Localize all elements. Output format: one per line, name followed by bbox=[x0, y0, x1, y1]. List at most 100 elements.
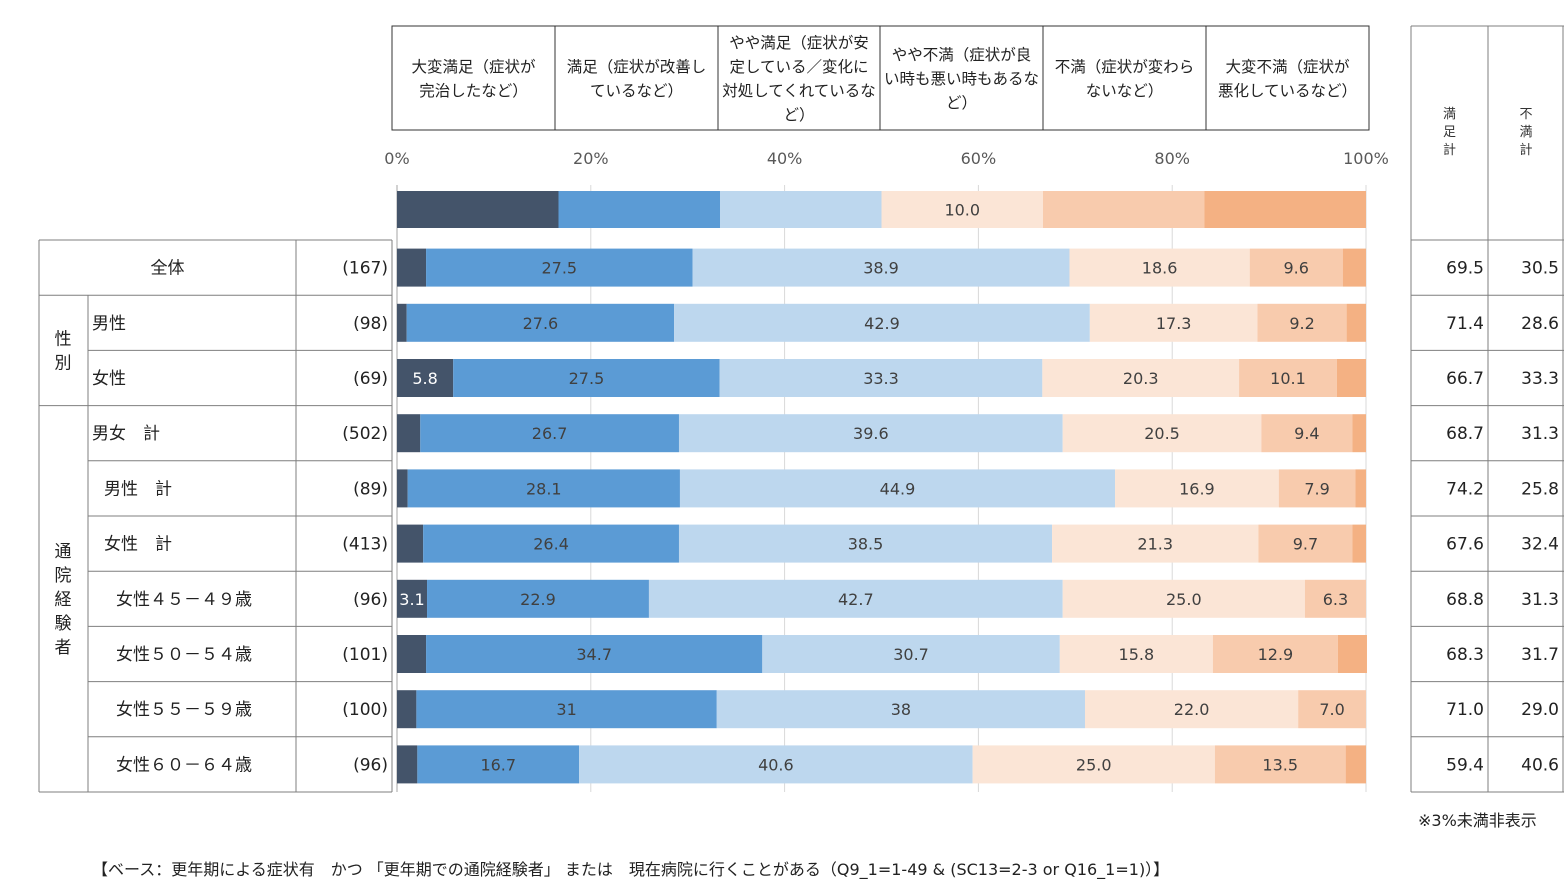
row-n: (98) bbox=[353, 314, 388, 334]
row-n: (502) bbox=[342, 424, 388, 444]
bar-data-label: 22.9 bbox=[520, 590, 556, 609]
threshold-note: ※3%未満非表示 bbox=[1418, 811, 1537, 830]
satisfied-total: 66.7 bbox=[1446, 369, 1484, 389]
legend-label-line: 不満（症状が変わら bbox=[1055, 58, 1195, 76]
row-n: (413) bbox=[342, 535, 388, 555]
bar-segment-1 bbox=[397, 414, 421, 453]
bar-data-label: 10.1 bbox=[1270, 369, 1306, 388]
legend-swatch-2 bbox=[558, 191, 720, 228]
bar-segment-6 bbox=[1355, 469, 1366, 508]
legend-label-line: 完治したなど） bbox=[419, 82, 528, 100]
legend-label-line: 悪化しているなど） bbox=[1218, 82, 1357, 100]
bar-segment-6 bbox=[1352, 414, 1366, 453]
bar-segment-5 bbox=[1261, 414, 1353, 453]
satisfied-total: 68.3 bbox=[1446, 645, 1484, 665]
bar-segment-5 bbox=[1239, 359, 1337, 397]
summary-header-char: 不 bbox=[1519, 107, 1532, 122]
x-tick-label: 100% bbox=[1343, 149, 1389, 168]
dissatisfied-total: 31.3 bbox=[1521, 424, 1559, 444]
group-label-gender: 性別 bbox=[55, 329, 72, 373]
group-label-visit-char: 者 bbox=[55, 638, 72, 658]
bar-segment-2 bbox=[423, 524, 679, 563]
legend-label-line: やや不満（症状が良 bbox=[892, 46, 1032, 64]
group-label-visit-char: 経 bbox=[55, 590, 72, 610]
group-label-visit: 通院経験者 bbox=[55, 542, 72, 658]
legend-label-3: やや満足（症状が安定している／変化に対処してくれているなど） bbox=[722, 34, 876, 124]
summary-header-char: 満 bbox=[1519, 125, 1532, 140]
bar-segment-3 bbox=[692, 248, 1070, 287]
bar-segment-1 bbox=[397, 745, 418, 784]
bar-segment-5 bbox=[1278, 469, 1356, 508]
row-label: 男性 bbox=[92, 314, 126, 334]
x-tick-label: 20% bbox=[573, 149, 609, 168]
row-label: 女性 bbox=[92, 369, 126, 389]
bar-segment-6 bbox=[1352, 524, 1366, 563]
row-n: (167) bbox=[342, 259, 388, 279]
bar-data-label: 34.7 bbox=[576, 645, 612, 664]
row-label: 女性６０－６４歳 bbox=[116, 755, 252, 775]
legend-label-2: 満足（症状が改善しているなど） bbox=[567, 58, 707, 100]
row-label: 女性５０－５４歳 bbox=[116, 645, 252, 665]
bar-segment-5 bbox=[1212, 635, 1338, 673]
satisfied-total: 69.5 bbox=[1446, 259, 1484, 279]
bar-segment-4 bbox=[1089, 303, 1258, 342]
legend-label-line: 大変不満（症状が bbox=[1225, 58, 1350, 76]
row-n: (89) bbox=[353, 479, 388, 499]
bar-segment-4 bbox=[1059, 635, 1213, 673]
bar-segment-5 bbox=[1298, 690, 1366, 729]
bar-segment-2 bbox=[417, 745, 580, 784]
bar-data-label: 27.5 bbox=[541, 259, 577, 278]
dissatisfied-total: 30.5 bbox=[1521, 259, 1559, 279]
bar-data-label: 16.7 bbox=[480, 755, 516, 774]
bar-segment-4 bbox=[1062, 579, 1305, 618]
bar-segment-3 bbox=[678, 414, 1063, 453]
bar-data-label: 33.3 bbox=[863, 369, 899, 388]
bar-data-label: 17.3 bbox=[1156, 314, 1192, 333]
bar-segment-4 bbox=[1069, 248, 1250, 287]
bar-segment-2 bbox=[406, 303, 675, 342]
bar-segment-2 bbox=[453, 359, 720, 397]
bar-data-label: 31 bbox=[556, 700, 576, 719]
bar-segment-1 bbox=[397, 359, 454, 397]
legend-label-line: ど） bbox=[946, 94, 977, 112]
dissatisfied-total: 25.8 bbox=[1521, 479, 1559, 499]
bar-segment-2 bbox=[426, 635, 763, 673]
legend-bar-label: 10.0 bbox=[944, 201, 980, 220]
legend-swatch-1 bbox=[397, 191, 559, 228]
group-label-gender-char: 性 bbox=[55, 329, 72, 349]
summary-header-satisfied: 満足計 bbox=[1443, 107, 1456, 158]
bar-data-label: 39.6 bbox=[853, 424, 889, 443]
legend-label-line: ど） bbox=[783, 106, 814, 124]
legend-label-1: 大変満足（症状が完治したなど） bbox=[411, 58, 536, 100]
bar-data-label: 7.9 bbox=[1304, 479, 1329, 498]
bar-data-label: 27.6 bbox=[523, 314, 559, 333]
satisfied-total: 71.0 bbox=[1446, 700, 1484, 720]
bar-segment-1 bbox=[397, 690, 417, 729]
bar-segment-3 bbox=[719, 359, 1043, 397]
dissatisfied-total: 31.3 bbox=[1521, 590, 1559, 610]
row-label: 全体 bbox=[151, 259, 185, 279]
bar-segment-3 bbox=[579, 745, 973, 784]
bar-data-label: 25.0 bbox=[1166, 590, 1202, 609]
bar-segment-2 bbox=[426, 248, 693, 287]
bar-segment-3 bbox=[648, 579, 1063, 618]
bar-segment-1 bbox=[397, 635, 427, 673]
bar-data-label: 9.4 bbox=[1294, 424, 1319, 443]
bar-segment-1 bbox=[397, 248, 427, 287]
dissatisfied-total: 31.7 bbox=[1521, 645, 1559, 665]
bar-data-label: 27.5 bbox=[569, 369, 605, 388]
dissatisfied-total: 40.6 bbox=[1521, 755, 1559, 775]
legend-label-4: やや不満（症状が良い時も悪い時もあるなど） bbox=[884, 46, 1039, 112]
bar-segment-2 bbox=[416, 690, 717, 729]
x-tick-label: 80% bbox=[1154, 149, 1190, 168]
legend-label-6: 大変不満（症状が悪化しているなど） bbox=[1218, 58, 1357, 100]
bar-data-label: 44.9 bbox=[880, 479, 916, 498]
summary-header-char: 計 bbox=[1443, 142, 1456, 158]
row-n: (96) bbox=[353, 590, 388, 610]
summary-header-dissatisfied: 不満計 bbox=[1519, 107, 1532, 158]
row-n: (96) bbox=[353, 755, 388, 775]
bar-segment-6 bbox=[1346, 303, 1366, 342]
bar-segment-6 bbox=[1336, 359, 1366, 397]
legend-swatch-3 bbox=[720, 191, 882, 228]
bar-segment-6 bbox=[1337, 635, 1367, 673]
